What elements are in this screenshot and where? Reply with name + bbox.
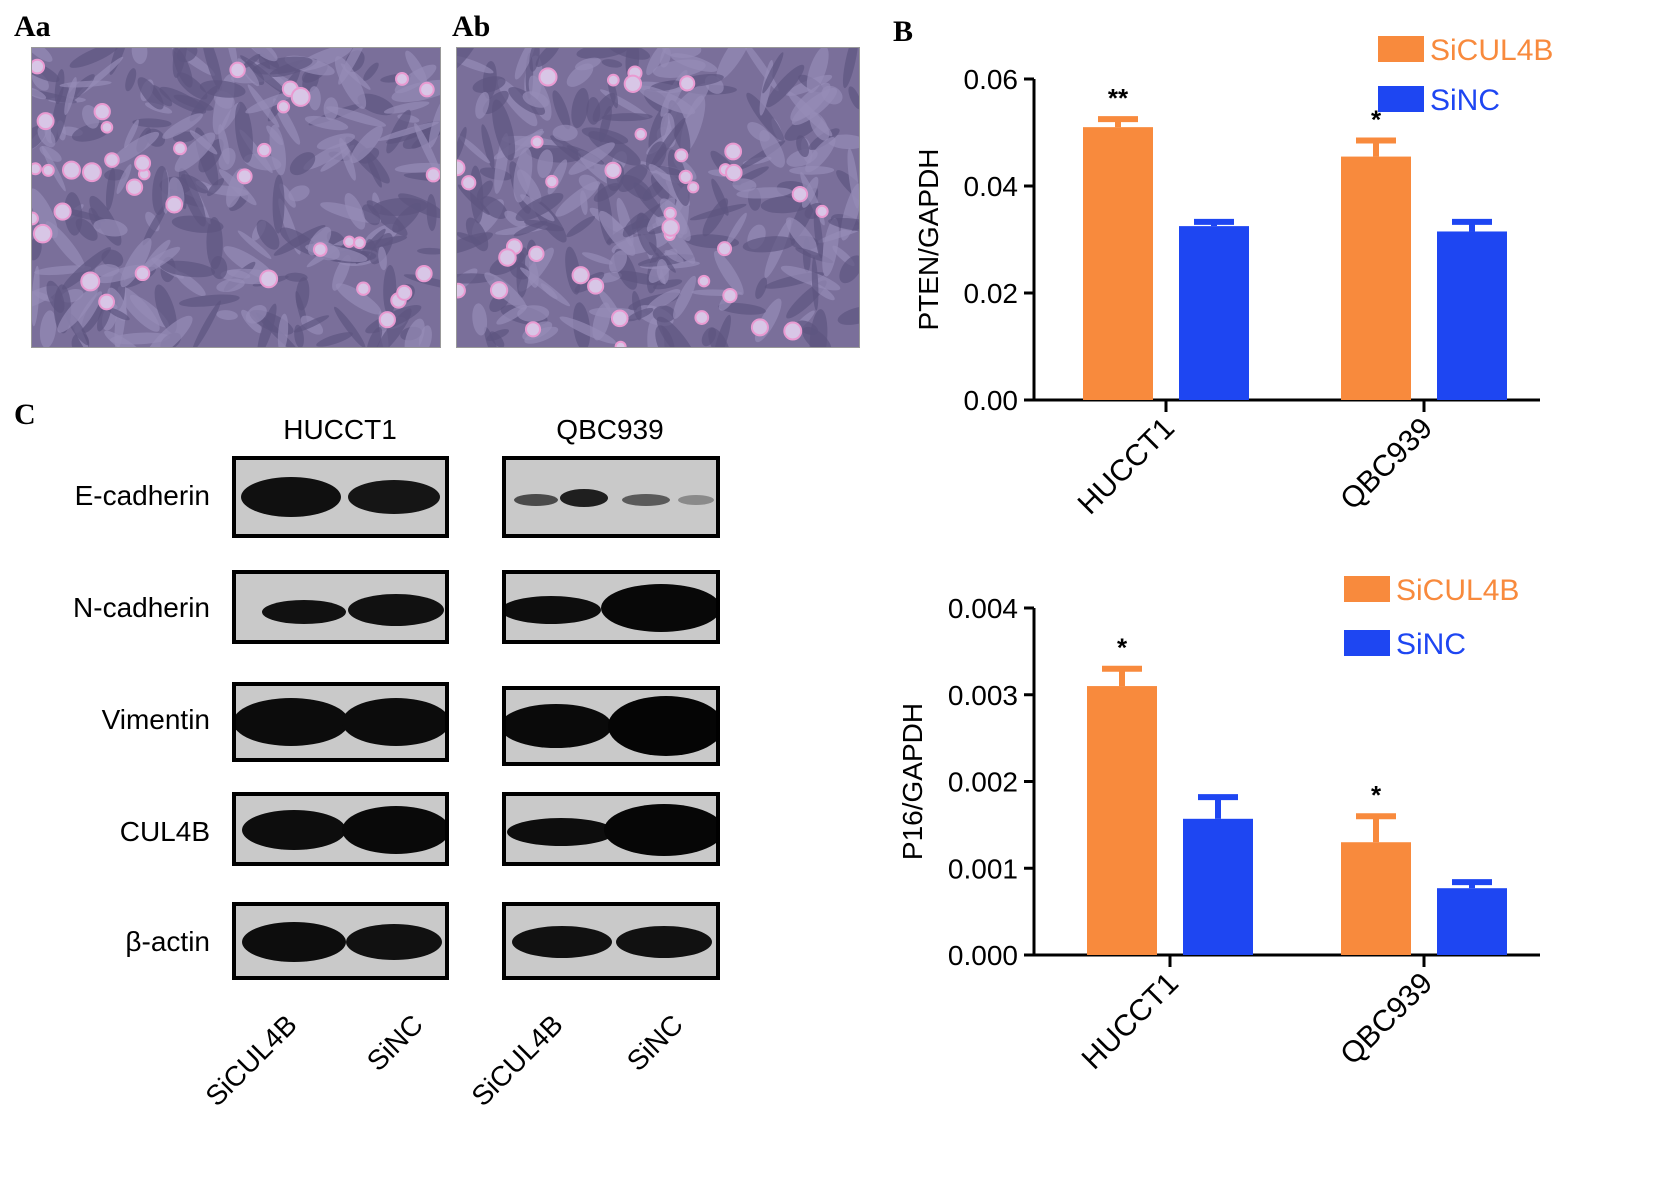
- y-tick-label: 0.06: [964, 64, 1019, 95]
- x-tick-label: HUCCT1: [1072, 412, 1181, 521]
- panel-label-b: B: [893, 15, 914, 48]
- significance-label: **: [1108, 83, 1129, 113]
- chart-0: 0.00 0.02 0.04 0.06 PTEN/GAPDH ** HUCCT1 * QBC93…: [913, 34, 1553, 521]
- micrograph-sinc: [456, 47, 860, 348]
- y-tick-label: 0.00: [964, 385, 1019, 416]
- y-axis-label: PTEN/GAPDH: [913, 148, 944, 330]
- micrograph-b-canvas: [457, 48, 859, 347]
- legend-swatch-sicul4b: [1344, 576, 1390, 602]
- blot-bands: [506, 584, 716, 632]
- panel-label-aa: Aa: [14, 10, 51, 43]
- bar-charts: 0.000.020.040.06PTEN/GAPDH**HUCCT1*QBC93…: [897, 34, 1553, 1076]
- bar-sicul4b-qbc939: [1341, 156, 1411, 400]
- y-tick-label: 0.04: [964, 171, 1019, 202]
- panel-label-ab: Ab: [452, 10, 491, 43]
- bar-sinc-hucct1: [1183, 818, 1253, 955]
- blot-bands: [262, 594, 444, 626]
- blot-row-label-beta-actin: β-actin: [125, 926, 210, 957]
- blot-band-box: [232, 682, 449, 762]
- blot-band-box: [502, 686, 720, 766]
- blot-bands: [507, 804, 716, 856]
- bar-sinc-hucct1: [1179, 226, 1249, 400]
- blot-band-box: [232, 902, 449, 980]
- significance-label: *: [1371, 105, 1382, 135]
- blot-band-box: [502, 902, 720, 980]
- y-tick-label: 0.002: [948, 767, 1018, 798]
- legend-label-sicul4b: SiCUL4B: [1430, 34, 1553, 67]
- y-tick-label: 0.02: [964, 278, 1019, 309]
- blot-row-label-cul4b: CUL4B: [119, 816, 210, 847]
- bar-sinc-qbc939: [1437, 231, 1507, 400]
- significance-label: *: [1117, 633, 1128, 663]
- bar-sicul4b-hucct1: [1087, 686, 1157, 955]
- legend-swatch-sinc: [1378, 86, 1424, 112]
- blot-band-box: [502, 792, 720, 866]
- blot-bands: [241, 477, 440, 517]
- blot-band-box: [232, 570, 449, 644]
- blot-row-label-vimentin: Vimentin: [101, 704, 210, 735]
- bar-sicul4b-hucct1: [1083, 127, 1153, 401]
- legend-label-sinc: SiNC: [1430, 84, 1500, 117]
- micrograph-a-canvas: [32, 48, 440, 347]
- chart-1: 0.000 0.001 0.002 0.003 0.004 P16/GAPDH * HUCCT…: [897, 574, 1540, 1076]
- blot-bands: [236, 698, 445, 746]
- y-tick-label: 0.001: [948, 853, 1018, 884]
- blot-bands: [242, 922, 442, 962]
- y-tick-label: 0.003: [948, 680, 1018, 711]
- blot-group-hucct1: HUCCT1: [283, 414, 397, 445]
- y-tick-label: 0.000: [948, 940, 1018, 971]
- blot-band-box: [232, 792, 449, 866]
- legend-swatch-sinc: [1344, 630, 1390, 656]
- bar-sicul4b-qbc939: [1341, 842, 1411, 955]
- x-tick-label: QBC939: [1334, 967, 1439, 1072]
- blot-bands: [512, 926, 712, 958]
- blot-group-qbc939: QBC939: [556, 414, 664, 445]
- legend-label-sinc: SiNC: [1396, 628, 1466, 661]
- blot-band-box: [502, 570, 720, 644]
- blot-row-label-n-cadherin: N-cadherin: [73, 592, 210, 623]
- significance-label: *: [1371, 780, 1382, 810]
- blot-bands: [514, 489, 714, 507]
- y-axis-label: P16/GAPDH: [897, 703, 928, 860]
- panel-label-c: C: [14, 398, 36, 431]
- legend-swatch-sicul4b: [1378, 36, 1424, 62]
- blot-row-label-e-cadherin: E-cadherin: [74, 480, 210, 511]
- legend-label-sicul4b: SiCUL4B: [1396, 574, 1519, 607]
- blot-bands: [506, 696, 716, 756]
- micrograph-sicul4b: [31, 47, 441, 348]
- bar-sinc-qbc939: [1437, 888, 1507, 955]
- blot-bands: [242, 806, 445, 854]
- blot-band-box: [502, 456, 720, 538]
- x-tick-label: QBC939: [1334, 412, 1439, 517]
- x-tick-label: HUCCT1: [1076, 967, 1185, 1076]
- y-tick-label: 0.004: [948, 593, 1018, 624]
- blot-band-box: [232, 456, 449, 538]
